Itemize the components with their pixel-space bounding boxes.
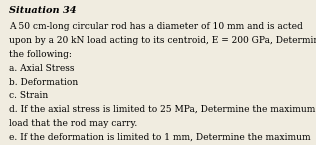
Text: load that the rod may carry.: load that the rod may carry. xyxy=(9,119,138,128)
Text: Situation 34: Situation 34 xyxy=(9,6,77,15)
Text: A 50 cm-long circular rod has a diameter of 10 mm and is acted: A 50 cm-long circular rod has a diameter… xyxy=(9,22,303,31)
Text: b. Deformation: b. Deformation xyxy=(9,78,79,87)
Text: a. Axial Stress: a. Axial Stress xyxy=(9,64,75,73)
Text: upon by a 20 kN load acting to its centroid, E = 200 GPa, Determine: upon by a 20 kN load acting to its centr… xyxy=(9,36,316,45)
Text: e. If the deformation is limited to 1 mm, Determine the maximum: e. If the deformation is limited to 1 mm… xyxy=(9,133,311,142)
Text: c. Strain: c. Strain xyxy=(9,91,49,100)
Text: d. If the axial stress is limited to 25 MPa, Determine the maximum: d. If the axial stress is limited to 25 … xyxy=(9,105,316,114)
Text: the following:: the following: xyxy=(9,50,72,59)
